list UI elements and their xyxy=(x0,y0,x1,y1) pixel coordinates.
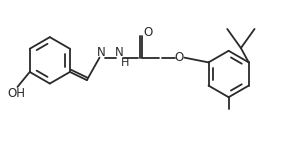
Text: N: N xyxy=(115,46,124,59)
Text: N: N xyxy=(97,46,106,59)
Text: OH: OH xyxy=(7,87,25,100)
Text: H: H xyxy=(121,58,130,67)
Text: O: O xyxy=(175,51,184,64)
Text: O: O xyxy=(143,26,152,39)
